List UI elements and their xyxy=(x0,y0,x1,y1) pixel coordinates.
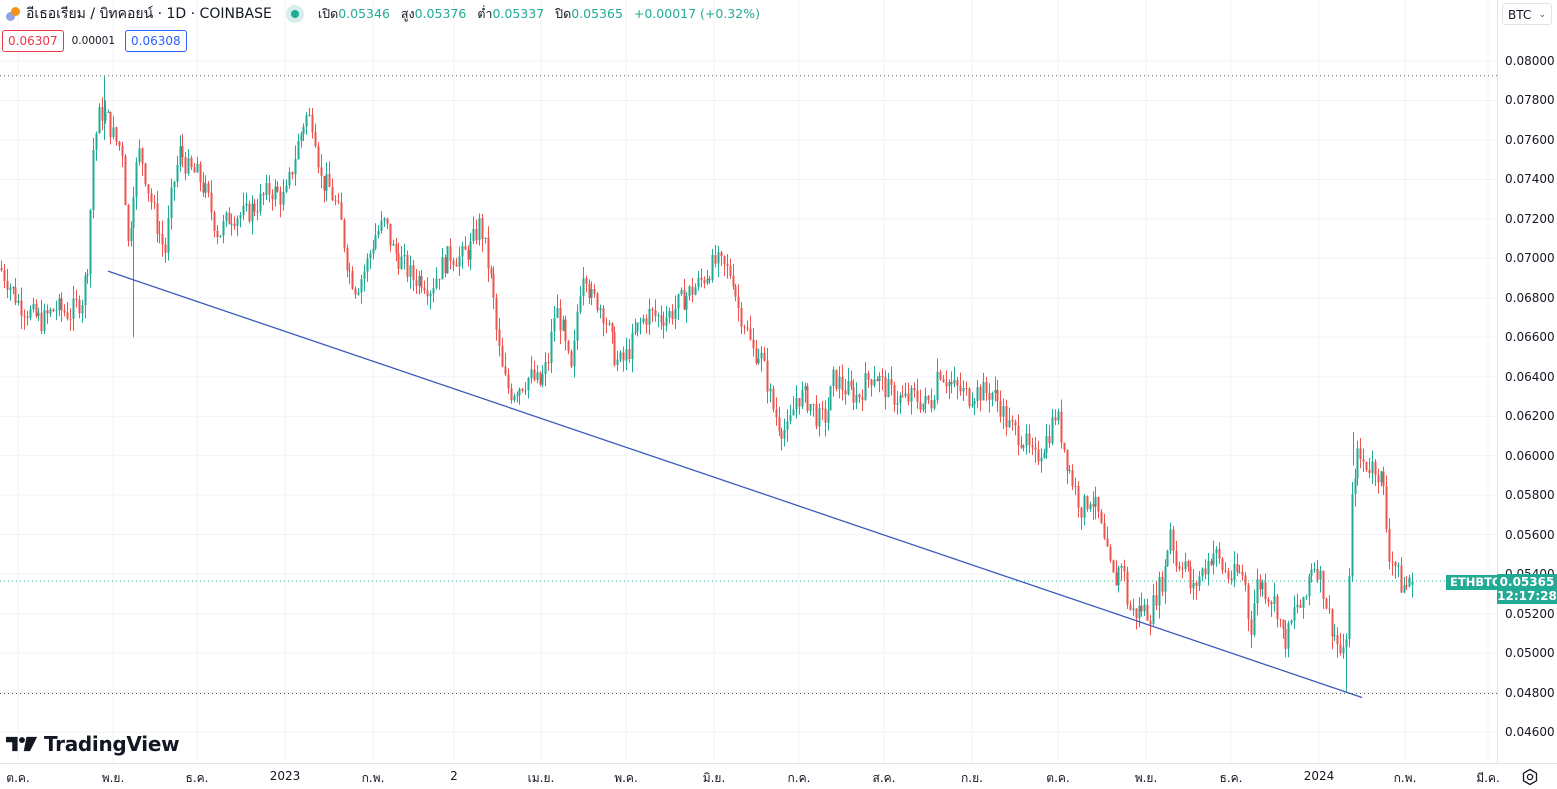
time-tick: มิ.ย. xyxy=(702,771,726,785)
time-tick: ก.ย. xyxy=(961,771,983,785)
eth-btc-pair-icon xyxy=(6,7,20,21)
logo-text: TradingView xyxy=(44,732,180,756)
change-value: +0.00017 (+0.32%) xyxy=(633,6,760,21)
price-tick: 0.07800 xyxy=(1505,93,1555,108)
price-tick: 0.05000 xyxy=(1505,646,1555,661)
high-value: 0.05376 xyxy=(414,6,467,21)
price-tick: 0.06600 xyxy=(1505,330,1555,345)
low-value: 0.05337 xyxy=(492,6,545,21)
time-tick: พ.ย. xyxy=(101,771,125,785)
chevron-down-icon: ⌄ xyxy=(1538,10,1546,20)
time-tick: 2 xyxy=(450,769,458,783)
time-tick: ธ.ค. xyxy=(1219,771,1243,785)
price-tick: 0.07000 xyxy=(1505,251,1555,266)
price-tick: 0.07400 xyxy=(1505,172,1555,187)
time-tick: ส.ค. xyxy=(872,771,896,785)
time-tick: ธ.ค. xyxy=(185,771,209,785)
candlestick-plot[interactable] xyxy=(0,0,1497,763)
price-tick: 0.06400 xyxy=(1505,369,1555,384)
time-tick: พ.ย. xyxy=(1134,771,1158,785)
time-tick: ก.พ. xyxy=(361,771,385,785)
trendline xyxy=(107,270,1363,699)
price-tick: 0.08000 xyxy=(1505,54,1555,68)
time-tick: มี.ค. xyxy=(1476,771,1500,785)
sell-price-button[interactable]: 0.06307 xyxy=(2,30,64,52)
currency-select[interactable]: BTC ⌄ xyxy=(1502,3,1552,25)
time-tick: 2024 xyxy=(1303,769,1335,783)
tradingview-logo[interactable]: TradingView xyxy=(6,732,180,756)
currency-label: BTC xyxy=(1508,8,1532,22)
ohlc-values: เปิด0.05346 สูง0.05376 ต่ำ0.05337 ปิด0.0… xyxy=(318,4,767,24)
time-tick: ต.ค. xyxy=(6,771,30,785)
bid-ask-panel: 0.06307 0.00001 0.06308 xyxy=(2,30,187,52)
time-tick: พ.ค. xyxy=(614,771,638,785)
price-tick: 0.06200 xyxy=(1505,409,1555,424)
time-axis[interactable] xyxy=(0,763,1557,789)
time-tick: 2023 xyxy=(269,769,301,783)
close-value: 0.05365 xyxy=(571,6,623,21)
bar-countdown: 12:17:28 xyxy=(1497,589,1557,603)
market-status-icon[interactable] xyxy=(285,5,304,23)
spread-value: 0.00001 xyxy=(71,35,116,47)
price-tick: 0.06000 xyxy=(1505,448,1555,463)
symbol-price-tag: ETHBTC xyxy=(1446,575,1505,590)
chart-pane[interactable] xyxy=(0,0,1497,763)
close-label: ปิด xyxy=(555,6,572,21)
settings-icon[interactable] xyxy=(1521,768,1539,786)
time-tick: ต.ค. xyxy=(1046,771,1070,785)
time-tick: เม.ย. xyxy=(527,771,555,785)
last-price-label: 0.05365 12:17:28 xyxy=(1497,574,1557,604)
buy-price-button[interactable]: 0.06308 xyxy=(125,30,187,52)
price-tick: 0.06800 xyxy=(1505,290,1555,305)
price-axis[interactable] xyxy=(1497,0,1557,763)
price-tick: 0.04600 xyxy=(1505,724,1555,739)
high-label: สูง xyxy=(400,6,415,21)
price-tick: 0.04800 xyxy=(1505,685,1555,700)
time-tick: ก.พ. xyxy=(1393,771,1417,785)
price-tick: 0.05600 xyxy=(1505,527,1555,542)
low-label: ต่ำ xyxy=(477,6,493,21)
price-tick: 0.05200 xyxy=(1505,606,1555,621)
time-tick: ก.ค. xyxy=(787,771,811,785)
open-value: 0.05346 xyxy=(338,6,390,21)
price-tick: 0.05800 xyxy=(1505,488,1555,503)
symbol-legend: อีเธอเรียม / บิทคอยน์ · 1D · COINBASE เป… xyxy=(6,4,767,24)
open-label: เปิด xyxy=(317,6,339,21)
symbol-title[interactable]: อีเธอเรียม / บิทคอยน์ · 1D · COINBASE xyxy=(26,6,272,22)
tradingview-logo-icon xyxy=(6,736,38,752)
price-tick: 0.07200 xyxy=(1505,211,1555,226)
last-price-value: 0.05365 xyxy=(1499,575,1555,589)
price-tick: 0.07600 xyxy=(1505,132,1555,147)
